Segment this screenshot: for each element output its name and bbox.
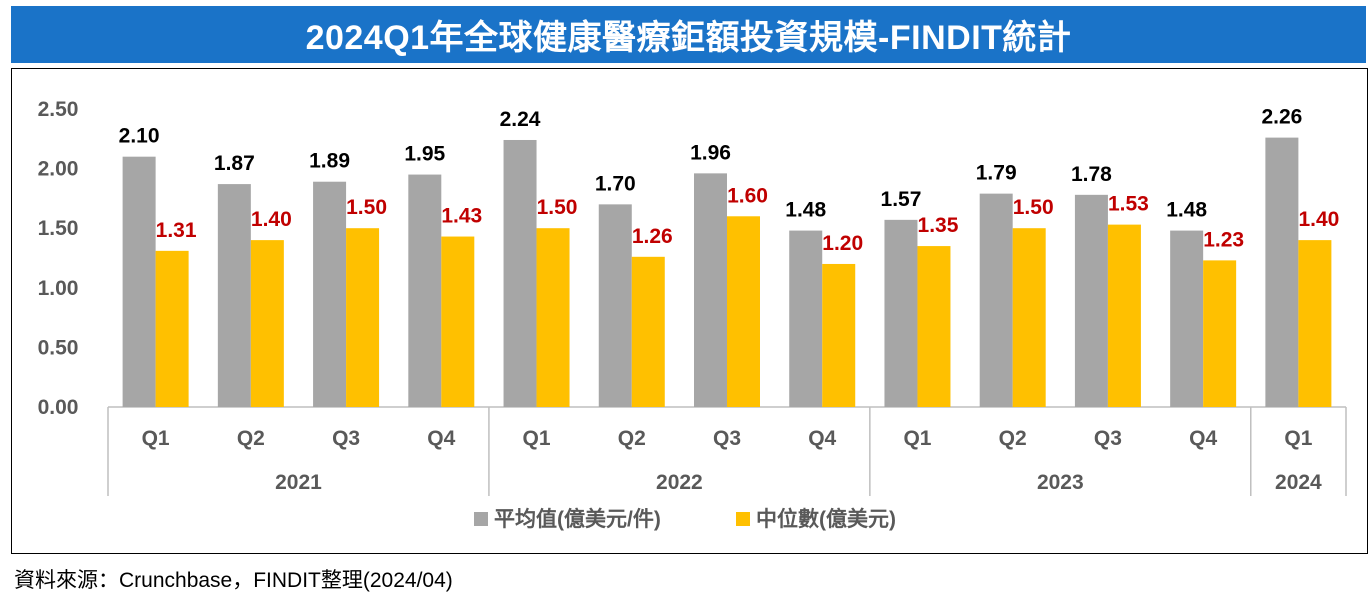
source-note: 資料來源：Crunchbase，FINDIT整理(2024/04) — [14, 569, 453, 592]
data-label: 1.40 — [251, 208, 292, 231]
data-label: 1.79 — [976, 162, 1017, 185]
bar — [727, 216, 760, 407]
legend-label: 平均值(億美元/件) — [494, 507, 661, 531]
bar — [441, 236, 475, 407]
x-tick-label: Q1 — [1284, 427, 1312, 450]
bar-chart: 0.00 0.50 1.00 1.50 2.00 2.50 2.10 1.87 1.89 1.95… — [38, 98, 1347, 531]
data-label: 1.23 — [1203, 228, 1244, 251]
y-tick-label: 1.50 — [38, 217, 79, 240]
x-tick-label: Q1 — [903, 427, 931, 450]
x-tick-label: Q4 — [427, 427, 455, 450]
data-label: 1.31 — [156, 219, 197, 242]
bar — [822, 263, 856, 407]
data-label: 1.26 — [632, 225, 673, 248]
bar — [1074, 194, 1108, 407]
x-tick-label: Q1 — [142, 427, 170, 450]
data-label: 1.57 — [881, 188, 922, 211]
data-label: 1.95 — [404, 143, 445, 166]
data-label: 1.96 — [690, 141, 731, 164]
x-tick-label: Q1 — [523, 427, 551, 450]
data-label: 2.10 — [119, 125, 160, 148]
legend-swatch — [736, 512, 750, 526]
bar — [694, 173, 727, 407]
group-label: 2021 — [275, 471, 322, 494]
bar — [250, 240, 284, 407]
data-label: 1.89 — [309, 150, 350, 173]
bar — [313, 181, 347, 407]
group-label: 2024 — [1275, 471, 1322, 494]
x-tick-label: Q4 — [1189, 427, 1217, 450]
y-tick-label: 0.50 — [38, 336, 79, 359]
group-label: 2023 — [1037, 471, 1084, 494]
x-tick-label: Q3 — [332, 427, 360, 450]
data-label: 2.24 — [500, 108, 541, 131]
data-label: 1.50 — [537, 196, 578, 219]
data-label: 1.50 — [346, 196, 387, 219]
bar — [1170, 230, 1204, 407]
data-label: 2.26 — [1261, 106, 1302, 129]
data-label: 1.40 — [1298, 208, 1339, 231]
bar — [1203, 260, 1237, 407]
x-tick-label: Q3 — [1094, 427, 1122, 450]
chart-title: 2024Q1年全球健康醫療鉅額投資規模-FINDIT統計 — [11, 6, 1366, 63]
x-tick-label: Q4 — [808, 427, 836, 450]
bar — [598, 204, 632, 407]
data-label: 1.53 — [1108, 193, 1149, 216]
bar — [217, 184, 251, 407]
y-tick-label: 2.50 — [38, 98, 79, 121]
bar — [155, 250, 189, 407]
bar — [917, 246, 951, 407]
bar — [979, 193, 1013, 407]
bar — [1107, 224, 1141, 407]
group-label: 2022 — [656, 471, 703, 494]
data-label: 1.87 — [214, 152, 255, 175]
x-tick-label: Q2 — [237, 427, 265, 450]
legend-label: 中位數(億美元) — [756, 507, 896, 531]
bar — [122, 156, 156, 407]
x-tick-label: Q3 — [713, 427, 741, 450]
bar — [1298, 240, 1332, 407]
y-tick-label: 2.00 — [38, 158, 79, 181]
data-label: 1.60 — [727, 184, 768, 207]
bar — [884, 219, 918, 407]
data-label: 1.50 — [1013, 196, 1054, 219]
data-label: 1.48 — [1166, 199, 1207, 222]
y-tick-label: 0.00 — [38, 396, 79, 419]
x-tick-label: Q2 — [999, 427, 1027, 450]
y-tick-label: 1.00 — [38, 277, 79, 300]
data-label: 1.43 — [441, 205, 482, 228]
data-label: 1.70 — [595, 172, 636, 195]
chart-area: 0.00 0.50 1.00 1.50 2.00 2.50 2.10 1.87 1.89 1.95… — [11, 68, 1368, 554]
bar — [536, 228, 570, 407]
bar — [346, 228, 380, 407]
legend-swatch — [474, 512, 488, 526]
data-label: 1.35 — [918, 214, 959, 237]
bar — [503, 139, 537, 407]
bar — [631, 256, 665, 407]
data-label: 1.20 — [822, 232, 863, 255]
bar — [1012, 228, 1046, 407]
data-label: 1.78 — [1071, 163, 1112, 186]
data-label: 1.48 — [785, 199, 826, 222]
bar — [789, 230, 823, 407]
bar — [408, 174, 442, 407]
x-tick-label: Q2 — [618, 427, 646, 450]
bar — [1265, 137, 1299, 407]
